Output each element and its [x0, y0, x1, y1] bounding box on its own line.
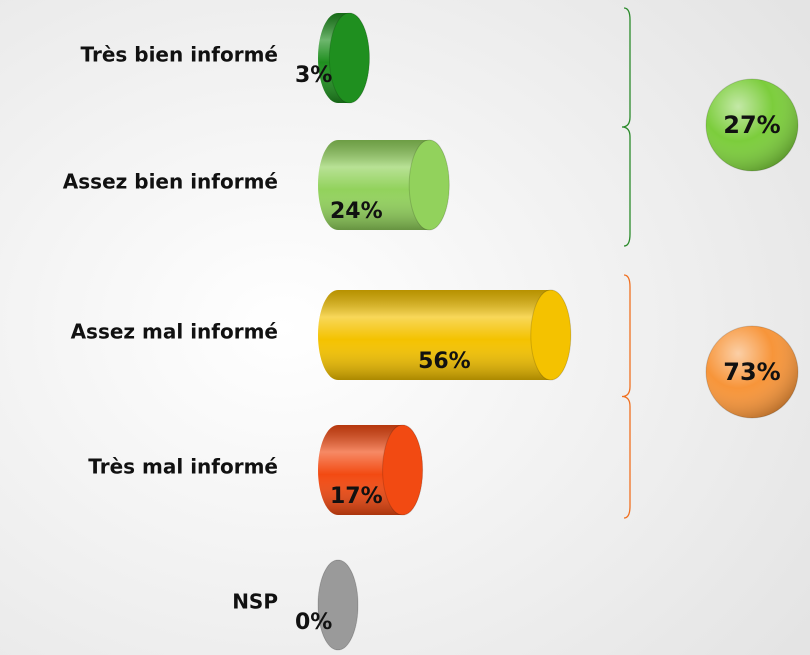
category-label: Assez bien informé — [63, 170, 278, 194]
value-label: 17% — [330, 484, 383, 509]
bar-cap — [530, 289, 572, 381]
bar-cap — [328, 12, 370, 104]
value-label: 56% — [418, 349, 471, 374]
value-label: 24% — [330, 199, 383, 224]
value-label: 0% — [295, 610, 332, 635]
bar-shade — [318, 290, 571, 380]
category-label: Très mal informé — [88, 455, 278, 479]
bracket — [621, 274, 631, 519]
summary-label: 73% — [723, 358, 780, 386]
category-label: Assez mal informé — [71, 320, 278, 344]
category-label: NSP — [232, 590, 278, 614]
bar-cap — [382, 424, 424, 516]
bar-cap — [408, 139, 450, 231]
category-label: Très bien informé — [81, 43, 278, 67]
summary-circle-shade — [706, 326, 798, 418]
value-label: 3% — [295, 63, 332, 88]
bar-cap — [317, 559, 359, 651]
summary-circle-shade — [706, 79, 798, 171]
summary-label: 27% — [723, 111, 780, 139]
bracket — [621, 7, 631, 247]
